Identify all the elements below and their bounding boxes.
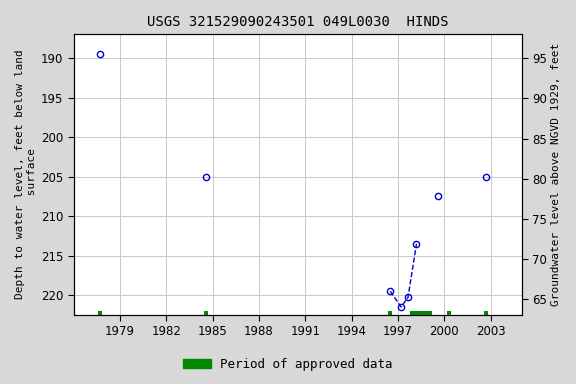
Bar xyxy=(447,311,451,317)
Bar xyxy=(388,311,392,317)
Legend: Period of approved data: Period of approved data xyxy=(178,353,398,376)
Bar xyxy=(98,311,102,317)
Bar xyxy=(410,311,432,317)
Y-axis label: Depth to water level, feet below land
 surface: Depth to water level, feet below land su… xyxy=(15,50,37,300)
Title: USGS 321529090243501 049L0030  HINDS: USGS 321529090243501 049L0030 HINDS xyxy=(147,15,448,29)
Bar xyxy=(484,311,488,317)
Bar xyxy=(204,311,209,317)
Y-axis label: Groundwater level above NGVD 1929, feet: Groundwater level above NGVD 1929, feet xyxy=(551,43,561,306)
